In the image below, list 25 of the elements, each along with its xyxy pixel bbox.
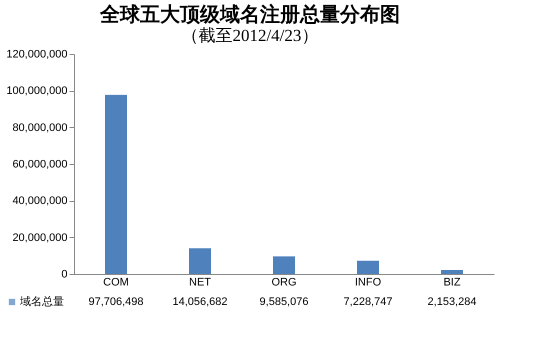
- legend-label: 域名总量: [19, 295, 64, 308]
- y-tick-label: 120,000,000: [6, 48, 68, 60]
- bar: [273, 256, 295, 274]
- bar: [189, 248, 211, 274]
- x-tick-label: INFO: [354, 276, 382, 288]
- data-label: 9,585,076: [260, 296, 308, 308]
- x-tick-label: BIZ: [443, 276, 461, 288]
- data-label: 97,706,498: [88, 296, 144, 308]
- y-tick-label: 60,000,000: [12, 158, 68, 170]
- y-tick-label: 20,000,000: [12, 232, 68, 244]
- chart-title: 全球五大顶级域名注册总量分布图: [98, 3, 400, 26]
- y-tick-label: 0: [61, 268, 68, 280]
- bar: [357, 260, 379, 274]
- bar: [441, 270, 463, 274]
- x-tick-label: ORG: [271, 276, 297, 288]
- x-tick-label: COM: [103, 276, 129, 288]
- y-tick-label: 100,000,000: [6, 85, 68, 98]
- y-tick-label: 40,000,000: [12, 195, 68, 208]
- data-label: 7,228,747: [344, 296, 392, 308]
- chart-subtitle: （截至2012/4/23）: [181, 26, 318, 45]
- data-label: 2,153,284: [428, 296, 476, 308]
- x-tick-label: NET: [189, 276, 212, 288]
- y-tick-label: 80,000,000: [12, 122, 68, 134]
- data-label: 14,056,682: [172, 296, 228, 308]
- bar: [105, 94, 127, 274]
